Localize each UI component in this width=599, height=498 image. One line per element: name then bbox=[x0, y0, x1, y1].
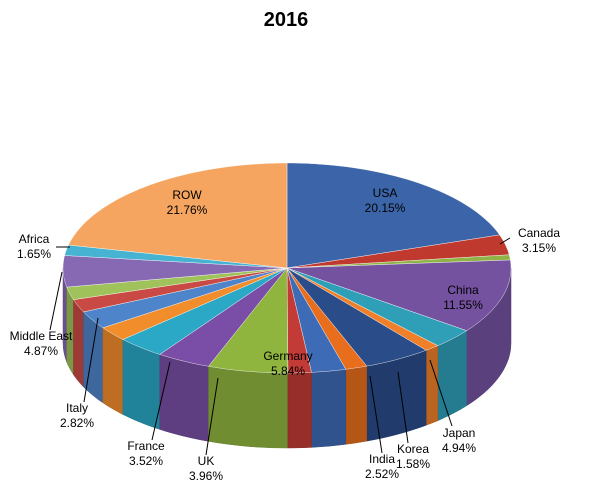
slice-label-name-germany: Germany bbox=[263, 349, 312, 363]
leader-line-uk bbox=[205, 377, 219, 456]
leader-line-middle-east bbox=[49, 271, 63, 331]
slice-india bbox=[286, 267, 347, 373]
slice-segment-13 bbox=[102, 267, 288, 340]
slice-label-name-row: ROW bbox=[172, 188, 202, 202]
slice-side-france bbox=[122, 339, 161, 430]
slice-label-name-china: China bbox=[447, 283, 479, 297]
leader-line-france bbox=[151, 361, 171, 441]
slice-label-name-uk: UK bbox=[198, 454, 215, 468]
slice-usa bbox=[286, 162, 500, 269]
slice-label-value-uk: 3.96% bbox=[189, 469, 223, 483]
slice-uk bbox=[159, 267, 288, 367]
slice-germany bbox=[208, 267, 289, 374]
slice-label-value-middle-east: 4.87% bbox=[24, 344, 58, 358]
leader-line-india bbox=[369, 375, 383, 454]
slice-label-name-india: India bbox=[369, 452, 395, 466]
slice-label-name-france: France bbox=[127, 439, 165, 453]
leader-line-japan bbox=[429, 359, 453, 427]
slice-japan bbox=[286, 267, 427, 367]
slice-label-name-africa: Africa bbox=[19, 232, 50, 246]
leader-line-canada bbox=[499, 237, 511, 245]
slice-label-name-japan: Japan bbox=[443, 426, 476, 440]
slice-label-value-china: 11.55% bbox=[443, 298, 483, 312]
slice-italy bbox=[83, 267, 288, 329]
slice-label-name-korea: Korea bbox=[397, 442, 429, 456]
slice-canada bbox=[286, 234, 510, 269]
leader-line-korea bbox=[397, 371, 409, 444]
slice-side-korea bbox=[345, 365, 367, 445]
slice-label-value-korea: 1.58% bbox=[396, 457, 430, 471]
slice-label-value-row: 21.76% bbox=[167, 203, 208, 217]
slice-label-value-canada: 3.15% bbox=[522, 241, 556, 255]
slice-france bbox=[122, 267, 288, 355]
slice-label-name-italy: Italy bbox=[66, 401, 88, 415]
slice-segment-16 bbox=[66, 267, 288, 300]
slice-label-value-france: 3.52% bbox=[129, 454, 163, 468]
slice-side-uk bbox=[159, 354, 209, 442]
slice-label-value-usa: 20.15% bbox=[365, 201, 406, 215]
slice-segment-4 bbox=[286, 267, 468, 346]
slice-side-india bbox=[311, 369, 347, 448]
slice-segment-15 bbox=[73, 267, 288, 313]
slice-label-value-japan: 4.94% bbox=[442, 441, 476, 455]
slice-row bbox=[68, 162, 288, 269]
slice-label-value-india: 2.52% bbox=[365, 467, 399, 481]
slice-side-segment-9 bbox=[287, 372, 312, 449]
slice-side-segment-4 bbox=[437, 330, 467, 422]
slice-label-name-usa: USA bbox=[373, 186, 398, 200]
slice-label-name-canada: Canada bbox=[518, 226, 560, 240]
slice-middle-east bbox=[62, 255, 288, 288]
chart-title: 2016 bbox=[264, 9, 309, 31]
slice-label-value-italy: 2.82% bbox=[60, 416, 94, 430]
slice-side-segment-13 bbox=[102, 327, 124, 415]
slice-label-value-africa: 1.65% bbox=[17, 247, 51, 261]
slice-label-value-germany: 5.84% bbox=[271, 364, 305, 378]
slice-label-name-middle-east: Middle East bbox=[10, 329, 73, 343]
slice-side-segment-5 bbox=[425, 345, 439, 426]
leader-line-italy bbox=[83, 317, 99, 403]
slice-side-germany bbox=[208, 366, 289, 449]
slice-china bbox=[286, 259, 512, 331]
pie-tops bbox=[62, 162, 512, 374]
slice-side-segment-15 bbox=[73, 298, 84, 388]
